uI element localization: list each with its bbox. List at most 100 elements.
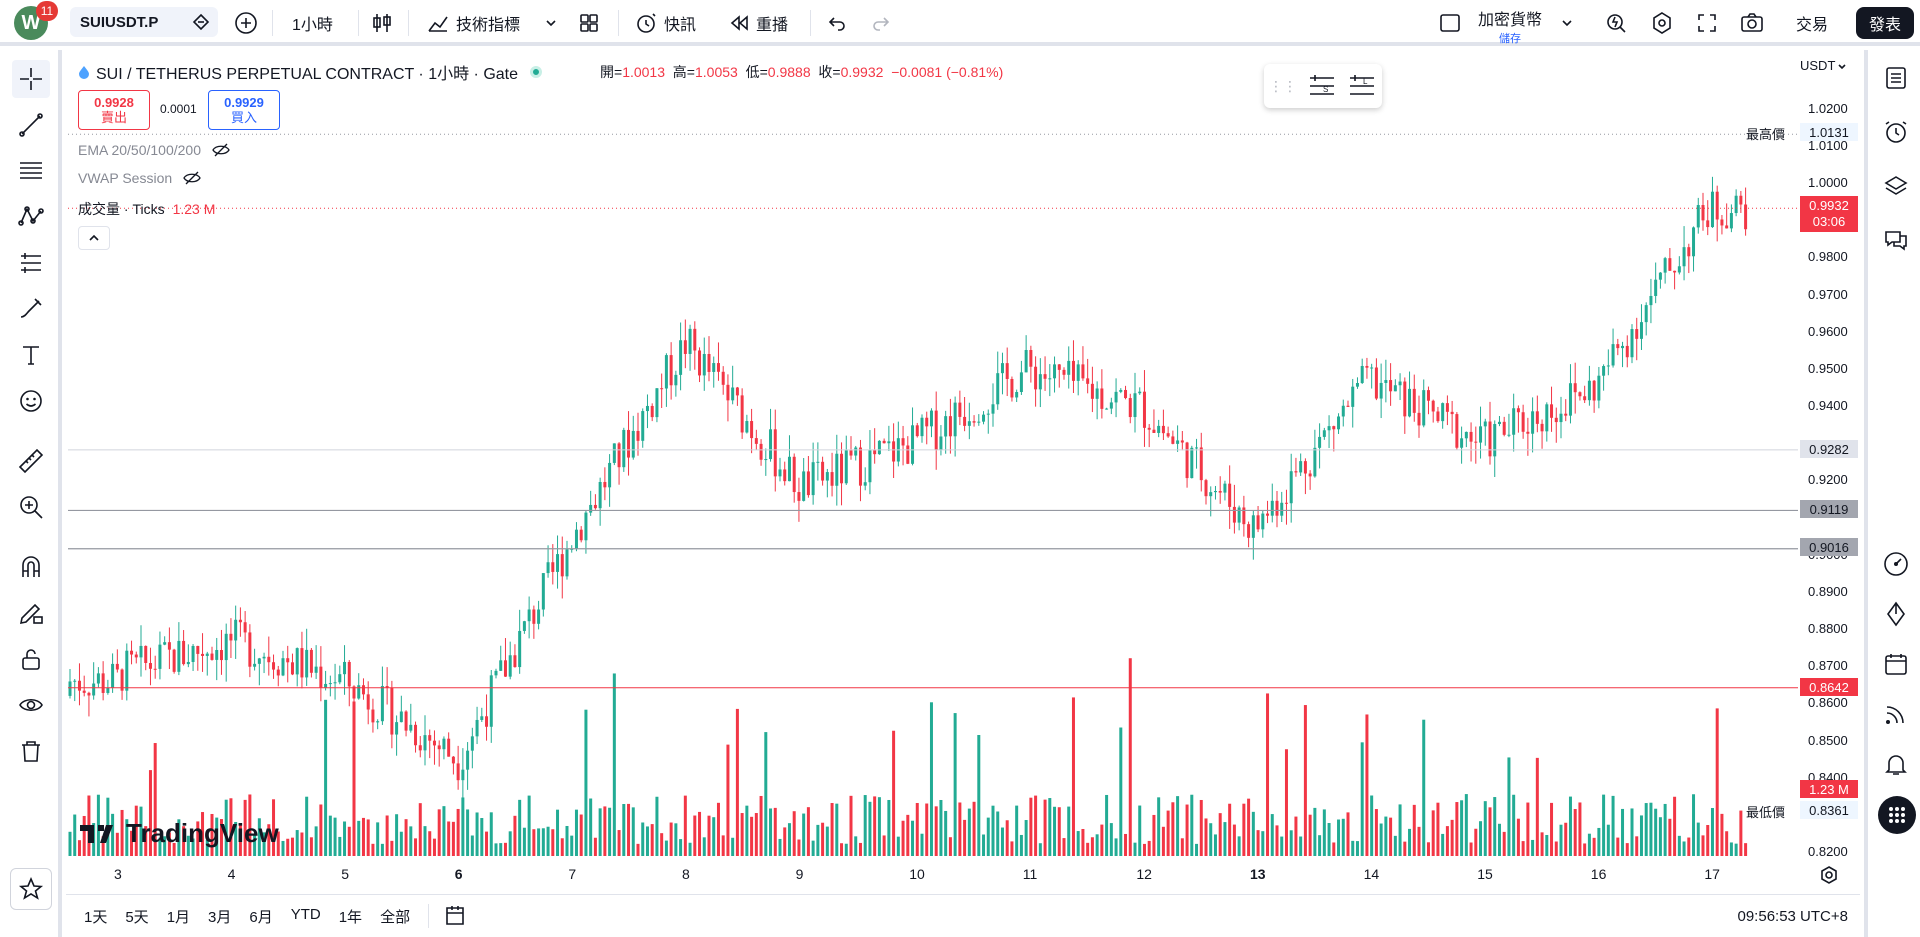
alerts-panel-button[interactable] [1878, 114, 1914, 150]
text-tool[interactable] [12, 336, 50, 374]
trade-button[interactable]: 交易 [1796, 8, 1828, 38]
volume-bar [1578, 802, 1582, 856]
period-button[interactable]: 1天 [84, 908, 108, 926]
candle-body [343, 661, 347, 675]
sell-button[interactable]: 0.9928 賣出 [78, 90, 150, 130]
more-apps-button[interactable] [1878, 796, 1916, 834]
period-button[interactable]: 全部 [380, 908, 411, 926]
fib-tool[interactable] [12, 152, 50, 190]
watchlist-favorites[interactable] [10, 868, 52, 910]
axis-settings-icon[interactable] [1818, 864, 1840, 886]
settings-button[interactable] [1650, 8, 1674, 38]
interval-button[interactable]: 1小時 [292, 8, 333, 38]
volume-bar [669, 822, 673, 856]
calendar-button[interactable] [1878, 646, 1914, 682]
remove-drawings-tool[interactable] [12, 732, 50, 770]
indicators-dropdown[interactable] [544, 8, 558, 38]
pattern-tool[interactable] [12, 198, 50, 236]
volume-bar [319, 804, 323, 856]
object-tree-button[interactable] [1878, 168, 1914, 204]
forecast-tool[interactable] [12, 244, 50, 282]
volume-bar [787, 823, 791, 856]
snapshot-button[interactable] [1740, 8, 1764, 38]
time-tick: 17 [1704, 866, 1720, 882]
chart-legend-title[interactable]: SUI / TETHERUS PERPETUAL CONTRACT · 1小時 … [78, 60, 543, 84]
trendline-tool[interactable] [12, 106, 50, 144]
candle-body [1739, 195, 1743, 205]
candle-body [380, 686, 384, 722]
volume-bar [414, 838, 418, 856]
publish-button[interactable]: 發表 [1856, 7, 1914, 39]
quick-search-button[interactable] [1604, 8, 1628, 38]
candle-body [1086, 378, 1090, 384]
period-button[interactable]: 6月 [249, 908, 273, 926]
goto-date-icon[interactable] [443, 904, 467, 928]
candle-body [915, 425, 919, 437]
candle-body [958, 402, 962, 417]
measure-tool[interactable] [12, 442, 50, 480]
replay-button[interactable]: 重播 [728, 8, 788, 38]
stay-drawing-tool[interactable] [12, 594, 50, 632]
currency-select[interactable]: USDT [1800, 58, 1847, 73]
layout-name[interactable]: 加密貨幣 儲存 [1478, 6, 1542, 46]
symbol-search[interactable]: SUIUSDT.P [70, 7, 218, 37]
brush-tool[interactable] [12, 290, 50, 328]
magnet-tool[interactable] [12, 548, 50, 586]
technicals-button[interactable] [1878, 546, 1914, 582]
indicators-button[interactable]: 技術指標 [426, 8, 520, 38]
volume-bar [343, 821, 347, 856]
candle-body [1393, 385, 1397, 392]
volume-bar [466, 809, 470, 856]
fib-lines-icon [20, 162, 42, 179]
alerts-button[interactable]: 快訊 [634, 8, 696, 38]
volume-bar [1005, 820, 1009, 856]
candle-body [1076, 364, 1080, 381]
ideas-button[interactable] [1878, 596, 1914, 632]
drag-handle-icon[interactable]: ⋮⋮ [1269, 77, 1297, 94]
indicator-volume[interactable]: 成交量 · Ticks 1.23 M [78, 199, 215, 219]
volume-bar [224, 799, 228, 856]
volume-bar [1535, 757, 1539, 856]
hide-drawings-tool[interactable] [12, 686, 50, 724]
period-button[interactable]: 1月 [166, 908, 191, 926]
collapse-legend-button[interactable] [78, 226, 110, 250]
watchlist-button[interactable] [1878, 60, 1914, 96]
volume-bar [253, 833, 257, 856]
notifications-button[interactable] [1878, 746, 1914, 782]
short-position-icon[interactable]: S [1307, 72, 1337, 100]
period-button[interactable]: 1年 [338, 908, 363, 926]
tradingview-watermark[interactable]: TradingView [80, 818, 279, 849]
chats-button[interactable] [1878, 222, 1914, 258]
emoji-tool[interactable] [12, 382, 50, 420]
period-button[interactable]: 5天 [125, 908, 149, 926]
period-button[interactable]: YTD [290, 905, 321, 923]
layout-select[interactable] [1438, 8, 1462, 38]
volume-bar [503, 842, 507, 856]
layout-button[interactable] [578, 8, 600, 38]
long-position-icon[interactable]: L [1347, 72, 1377, 100]
fullscreen-button[interactable] [1696, 8, 1718, 38]
crosshair-tool[interactable] [12, 60, 50, 98]
clock-timezone[interactable]: 09:56:53 UTC+8 [1737, 907, 1849, 925]
zoom-tool[interactable] [12, 488, 50, 526]
indicator-ema[interactable]: EMA 20/50/100/200 [78, 142, 231, 158]
buy-button[interactable]: 0.9929 買入 [208, 90, 280, 130]
news-button[interactable] [1878, 696, 1914, 732]
candle-body [1469, 431, 1473, 442]
time-tick: 14 [1363, 866, 1380, 882]
price-chart[interactable] [0, 0, 1864, 894]
volume-bar [532, 829, 536, 856]
layout-dropdown[interactable] [1560, 8, 1574, 38]
indicator-vwap[interactable]: VWAP Session [78, 170, 202, 186]
lock-drawings-tool[interactable] [12, 640, 50, 678]
chart-type-button[interactable] [370, 8, 394, 38]
volume-bar [726, 744, 730, 856]
candle-body [1436, 411, 1440, 422]
undo-button[interactable] [826, 8, 848, 38]
compare-button[interactable] [234, 8, 258, 38]
volume-bar [1403, 841, 1407, 856]
volume-bar [655, 796, 659, 856]
volume-bar [911, 820, 915, 856]
period-button[interactable]: 3月 [208, 908, 232, 926]
redo-button[interactable] [870, 8, 892, 38]
